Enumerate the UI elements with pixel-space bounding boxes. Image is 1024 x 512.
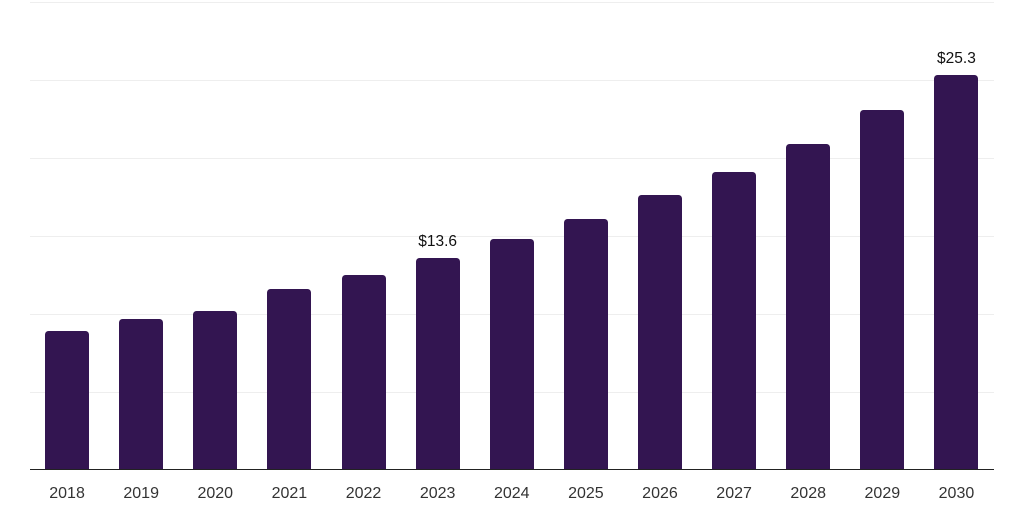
gridline-15 xyxy=(30,236,994,237)
x-tick-label-2028: 2028 xyxy=(790,485,826,502)
x-tick-label-2024: 2024 xyxy=(493,485,530,502)
x-tick-label-2029: 2029 xyxy=(864,485,901,502)
bar-value-label-2030: $25.3 xyxy=(937,50,976,68)
x-axis-line xyxy=(30,469,994,471)
bar-2025 xyxy=(563,218,608,470)
bar-2023 xyxy=(415,257,460,470)
x-tick-label-2030: 2030 xyxy=(938,485,975,502)
gridline-30 xyxy=(30,2,994,3)
x-tick-label-2022: 2022 xyxy=(345,485,382,502)
bar-value-label-2023: $13.6 xyxy=(418,232,458,250)
x-tick-label-2027: 2027 xyxy=(716,485,752,502)
bar-2022 xyxy=(341,275,386,470)
bar-2018 xyxy=(45,331,90,470)
x-tick-label-2019: 2019 xyxy=(123,485,159,502)
x-tick-label-2023: 2023 xyxy=(419,485,456,502)
bar-2019 xyxy=(119,318,164,470)
bar-2028 xyxy=(786,143,831,470)
x-tick-label-2025: 2025 xyxy=(568,485,604,502)
x-tick-label-2021: 2021 xyxy=(271,485,308,502)
bar-2024 xyxy=(489,239,534,470)
gridline-25 xyxy=(30,80,994,81)
bar-2026 xyxy=(637,195,682,470)
gridline-20 xyxy=(30,158,994,159)
x-tick-label-2018: 2018 xyxy=(49,485,85,502)
bar-2029 xyxy=(860,109,905,470)
bar-2027 xyxy=(712,172,757,470)
x-tick-label-2020: 2020 xyxy=(197,485,234,502)
bar-2030 xyxy=(934,75,979,470)
x-tick-label-2026: 2026 xyxy=(642,485,678,502)
bar-2021 xyxy=(267,289,312,470)
bar-2020 xyxy=(193,310,238,470)
